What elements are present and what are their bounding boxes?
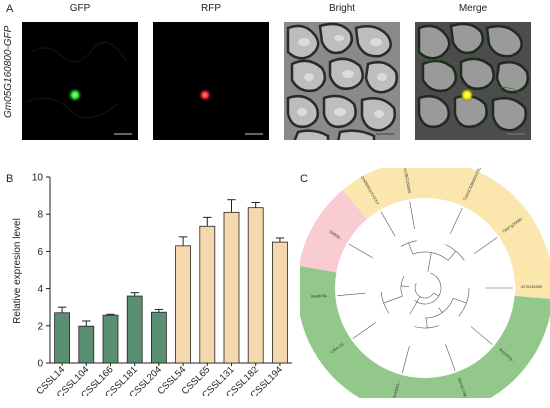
bar-cssl194 bbox=[271, 241, 288, 364]
tree-branch bbox=[348, 243, 374, 259]
expression-bar-chart: Relative expresion level 0246810CSSL14CS… bbox=[12, 173, 292, 396]
bar-cssl166 bbox=[102, 314, 119, 364]
panel-b-letter: B bbox=[6, 173, 14, 185]
rfp-column-label: RFP bbox=[201, 3, 221, 14]
tree-branch bbox=[426, 317, 428, 328]
tree-branch bbox=[450, 208, 463, 234]
bar-cssl181 bbox=[126, 295, 143, 364]
y-tick-label: 8 bbox=[37, 210, 43, 221]
tree-branch bbox=[352, 322, 377, 339]
scale-bar bbox=[114, 133, 132, 135]
tree-branch bbox=[401, 285, 410, 287]
y-tick-label: 4 bbox=[37, 284, 43, 295]
merge-column-label: Merge bbox=[458, 3, 488, 14]
tree-branch bbox=[337, 292, 366, 296]
y-tick-label: 0 bbox=[37, 359, 43, 370]
scale-bar bbox=[376, 133, 394, 135]
bar-cssl65 bbox=[199, 225, 216, 364]
bar-cssl204 bbox=[150, 311, 167, 364]
tree-branch bbox=[409, 201, 415, 229]
rfp-image bbox=[153, 22, 269, 140]
tree-branch bbox=[427, 252, 432, 273]
y-tick-label: 10 bbox=[32, 173, 44, 184]
tree-branch bbox=[438, 307, 443, 313]
bar-cssl131 bbox=[223, 211, 240, 364]
panel-a-letter: A bbox=[6, 3, 14, 15]
construct-label: Gm05G160800-GFP bbox=[3, 25, 14, 118]
tree-branch bbox=[409, 296, 421, 315]
tree-internal-arc bbox=[414, 282, 434, 299]
rfp-nucleus-signal bbox=[198, 88, 212, 102]
scale-bar bbox=[245, 133, 263, 135]
tree-branch bbox=[473, 237, 498, 254]
bar-cssl14 bbox=[54, 312, 71, 364]
gfp-column-label: GFP bbox=[69, 3, 91, 14]
tree-branch bbox=[470, 326, 493, 345]
gfp-nucleus-signal bbox=[68, 88, 82, 102]
tree-branch bbox=[445, 344, 456, 371]
tree-internal-arc bbox=[400, 275, 405, 297]
merge-image bbox=[415, 22, 531, 140]
tree-leaf-label: Medtr3g... bbox=[311, 292, 329, 299]
y-tick-label: 2 bbox=[37, 321, 43, 332]
phylogenetic-tree: Zm00001eXXXXX Glyma.05G160800 TraesCS3B02G… bbox=[300, 168, 550, 398]
bright-image bbox=[284, 22, 400, 140]
green-clade-sector bbox=[300, 265, 550, 398]
tree-branch bbox=[401, 345, 410, 374]
tree-branch bbox=[453, 297, 467, 304]
gfp-image bbox=[22, 22, 138, 140]
pink-clade-sector bbox=[300, 189, 368, 273]
tree-leaf-label: Sb02g... bbox=[328, 229, 343, 241]
tree-leaf-label: Glyma.05G160800 bbox=[402, 168, 413, 194]
y-axis-label: Relative expresion level bbox=[12, 218, 23, 324]
bar-cssl54 bbox=[175, 245, 192, 364]
tree-leaf-label: AT2G34930 bbox=[521, 284, 543, 289]
tree-branch bbox=[380, 211, 396, 237]
yellow-clade-sector bbox=[342, 168, 550, 299]
tree-branch bbox=[383, 295, 403, 304]
tree-internal-arc bbox=[458, 287, 470, 317]
bar-cssl182 bbox=[247, 207, 264, 364]
merge-nucleus-signal bbox=[460, 88, 474, 102]
y-tick-label: 6 bbox=[37, 247, 43, 258]
tree-branch bbox=[447, 251, 457, 261]
tree-internal-arc bbox=[414, 325, 439, 329]
scale-bar bbox=[507, 133, 525, 135]
bright-column-label: Bright bbox=[328, 3, 356, 14]
bar-cssl104 bbox=[78, 325, 95, 364]
panel-c-letter: C bbox=[300, 173, 308, 185]
tree-leaf-label: GSVIVG01... bbox=[390, 380, 401, 398]
tree-branch bbox=[408, 242, 413, 255]
tree-branch bbox=[433, 292, 440, 297]
